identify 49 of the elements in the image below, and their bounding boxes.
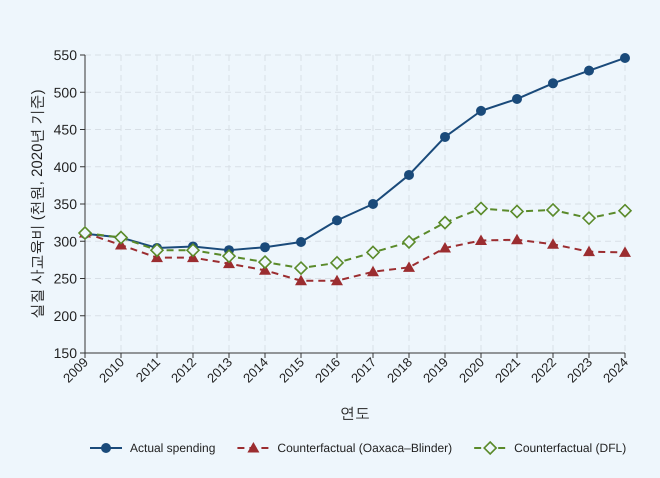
y-tick-label: 150	[54, 345, 78, 361]
legend-label: Counterfactual (Oaxaca–Blinder)	[277, 441, 452, 455]
point	[620, 52, 630, 63]
point	[546, 203, 560, 217]
point	[296, 236, 306, 247]
point	[295, 274, 307, 286]
point	[332, 215, 342, 226]
point	[258, 255, 272, 269]
point	[294, 261, 308, 275]
legend-label: Counterfactual (DFL)	[514, 441, 626, 455]
y-axis-title: 실질 사교육비 (천원, 2020년 기준)	[29, 89, 46, 319]
point	[618, 204, 632, 218]
point	[402, 235, 416, 249]
y-tick-label: 550	[54, 47, 78, 63]
point	[548, 78, 558, 88]
point	[404, 170, 414, 180]
point	[474, 202, 488, 216]
point	[512, 94, 522, 104]
point	[367, 266, 379, 276]
point	[403, 261, 415, 272]
y-tick-label: 500	[54, 84, 78, 100]
y-tick-label: 250	[54, 270, 78, 286]
legend-label: Actual spending	[130, 441, 216, 455]
point	[331, 274, 343, 286]
y-tick-label: 450	[54, 122, 78, 138]
y-tick-label: 400	[54, 158, 78, 175]
point	[511, 234, 523, 244]
y-tick-label: 350	[54, 196, 78, 212]
point	[366, 246, 380, 260]
point	[150, 243, 164, 257]
point	[476, 106, 486, 116]
point	[584, 66, 594, 76]
y-tick-label: 300	[54, 233, 78, 250]
point	[475, 234, 487, 246]
y-tick-label: 200	[54, 308, 78, 324]
point	[222, 249, 236, 263]
point	[186, 243, 200, 257]
point	[582, 211, 596, 225]
point	[260, 242, 270, 252]
point	[619, 246, 631, 257]
point	[368, 199, 378, 209]
point	[547, 238, 559, 249]
point	[510, 204, 524, 218]
point	[438, 216, 452, 230]
point	[440, 132, 450, 142]
point	[583, 246, 595, 256]
x-axis-title: 연도	[340, 405, 370, 422]
point	[330, 256, 344, 270]
point	[439, 242, 451, 252]
